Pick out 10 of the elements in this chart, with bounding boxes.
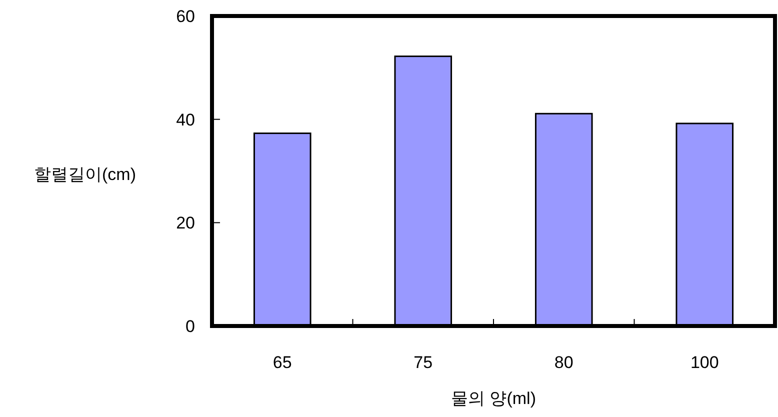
- y-axis-title: 할렬길이(cm): [34, 165, 136, 184]
- y-tick-label: 40: [176, 110, 195, 130]
- x-axis-title: 물의 양(ml): [451, 389, 536, 408]
- x-tick-label: 65: [272, 353, 292, 372]
- x-tick-label: 100: [690, 353, 719, 372]
- x-tick-label: 75: [414, 353, 433, 372]
- y-tick-label: 0: [186, 317, 195, 336]
- x-tick-label: 80: [554, 353, 574, 372]
- y-tick-label: 20: [176, 214, 195, 233]
- y-tick-label: 60: [176, 7, 195, 26]
